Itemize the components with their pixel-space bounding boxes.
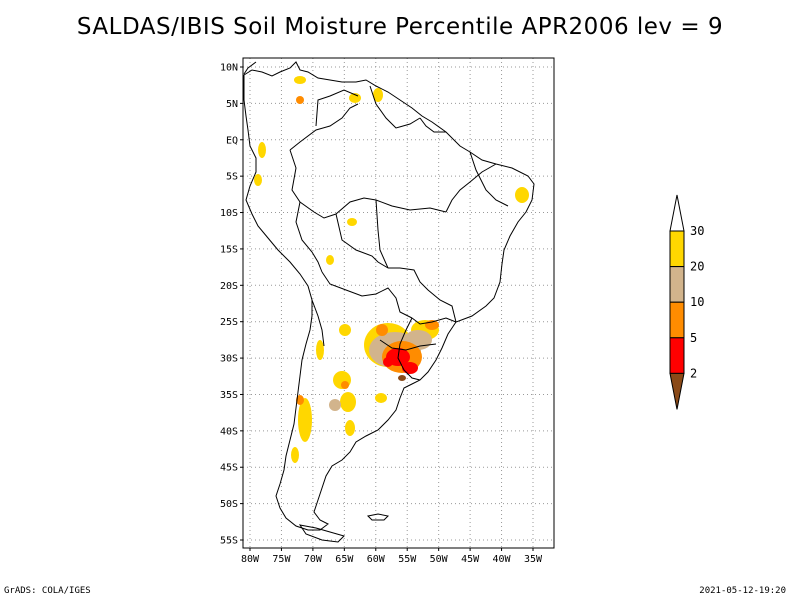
longitude-label: 40W	[493, 554, 512, 565]
colorbar-segment-2-5	[669, 337, 685, 374]
colorbar-label: 5	[690, 331, 697, 345]
longitude-label: 45W	[461, 554, 480, 565]
colorbar-legend: 30 20 10 5 2	[669, 194, 704, 410]
latitude-label: 35S	[220, 390, 238, 401]
latitude-label: EQ	[226, 135, 238, 146]
latitude-label: 30S	[220, 354, 238, 365]
latitude-label: 50S	[220, 499, 238, 510]
longitude-label: 80W	[241, 554, 260, 565]
latitude-label: 55S	[220, 536, 238, 547]
longitude-label: 55W	[398, 554, 417, 565]
colorbar-segment-below-2	[669, 372, 685, 410]
longitude-label: 50W	[430, 554, 449, 565]
timestamp: 2021-05-12-19:20	[699, 586, 786, 596]
colorbar-segment-5-10	[669, 301, 685, 339]
latitude-labels: 10N 5N EQ 5S 10S 15S 20S 25S 30S 35S 40S 45S 50S 55S	[220, 63, 238, 547]
latitude-label: 5N	[226, 99, 238, 110]
latitude-label: 10N	[220, 63, 238, 74]
colorbar-segment-20-30	[669, 230, 685, 268]
colorbar-label: 30	[690, 224, 704, 238]
map-title: SALDAS/IBIS Soil Moisture Percentile APR…	[76, 14, 724, 40]
map-frame	[242, 57, 555, 549]
longitude-label: 75W	[272, 554, 291, 565]
longitude-label: 70W	[304, 554, 323, 565]
colorbar-label: 2	[690, 366, 697, 380]
colorbar-segment-above-30	[669, 194, 685, 232]
latitude-label: 5S	[226, 172, 238, 183]
latitude-label: 20S	[220, 281, 238, 292]
longitude-label: 60W	[367, 554, 386, 565]
latitude-label: 40S	[220, 426, 238, 437]
latitude-label: 15S	[220, 244, 238, 255]
coastline-and-borders	[243, 61, 535, 543]
latitude-label: 25S	[220, 317, 238, 328]
colorbar-label: 10	[690, 295, 704, 309]
longitude-label: 65W	[335, 554, 354, 565]
graticule-grid	[240, 58, 554, 551]
longitude-label: 35W	[524, 554, 543, 565]
latitude-label: 10S	[220, 208, 238, 219]
longitude-labels: 80W 75W 70W 65W 60W 55W 50W 45W 40W 35W	[241, 554, 543, 565]
colorbar-segment-10-20	[669, 266, 685, 303]
latitude-label: 45S	[220, 463, 238, 474]
grads-credit: GrADS: COLA/IGES	[4, 586, 91, 596]
percentile-shading	[254, 76, 529, 463]
colorbar-label: 20	[690, 260, 704, 274]
